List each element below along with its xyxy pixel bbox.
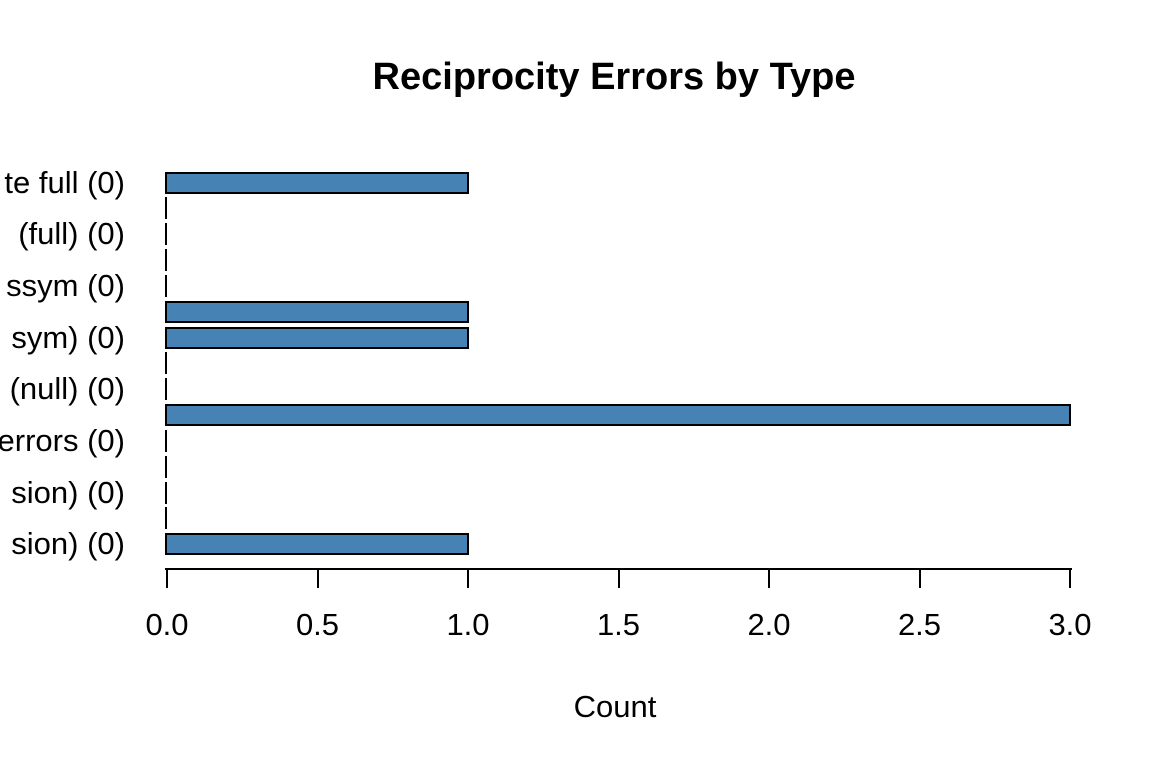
zero-value-bar-mark: [165, 249, 167, 272]
y-axis-label: sym) (0): [11, 319, 125, 355]
x-axis-tick-label: 1.0: [446, 607, 490, 642]
zero-value-bar-mark: [165, 378, 167, 401]
y-axis-label: errors (0): [0, 422, 125, 458]
x-axis-tick: [166, 569, 168, 588]
y-axis-label: ssym (0): [6, 267, 125, 303]
x-axis-tick-label: 2.5: [897, 607, 942, 642]
bar: [165, 404, 1071, 427]
zero-value-bar-mark: [165, 481, 167, 504]
y-axis-label: (null) (0): [9, 371, 125, 407]
x-axis-tick: [467, 569, 469, 588]
zero-value-bar-mark: [165, 223, 167, 246]
x-axis-title: Count: [573, 689, 657, 724]
zero-value-bar-mark: [165, 352, 167, 375]
y-axis-label: te full (0): [4, 164, 125, 200]
zero-value-bar-mark: [165, 507, 167, 530]
x-axis-tick: [316, 569, 319, 588]
zero-value-bar-mark: [165, 274, 167, 297]
y-axis-label: (full) (0): [18, 216, 125, 252]
x-axis-tick: [768, 569, 770, 588]
zero-value-bar-mark: [165, 429, 167, 452]
x-axis-tick: [1069, 569, 1071, 588]
y-axis-label: sion) (0): [11, 474, 125, 510]
x-axis-tick: [617, 569, 620, 588]
x-axis-tick-label: 2.0: [747, 607, 791, 642]
x-axis-tick-label: 0.0: [145, 607, 189, 642]
x-axis-tick: [918, 569, 921, 588]
x-axis-tick-label: 1.5: [596, 607, 641, 642]
bar: [165, 300, 469, 323]
y-axis-label: sion) (0): [11, 526, 125, 562]
x-axis-tick-label: 3.0: [1048, 607, 1092, 642]
x-axis-tick-label: 0.5: [295, 607, 340, 642]
bar: [165, 326, 469, 349]
bar: [165, 533, 469, 556]
zero-value-bar-mark: [165, 197, 167, 220]
bar: [165, 171, 469, 194]
chart-title: Reciprocity Errors by Type: [372, 56, 856, 98]
zero-value-bar-mark: [165, 455, 167, 478]
